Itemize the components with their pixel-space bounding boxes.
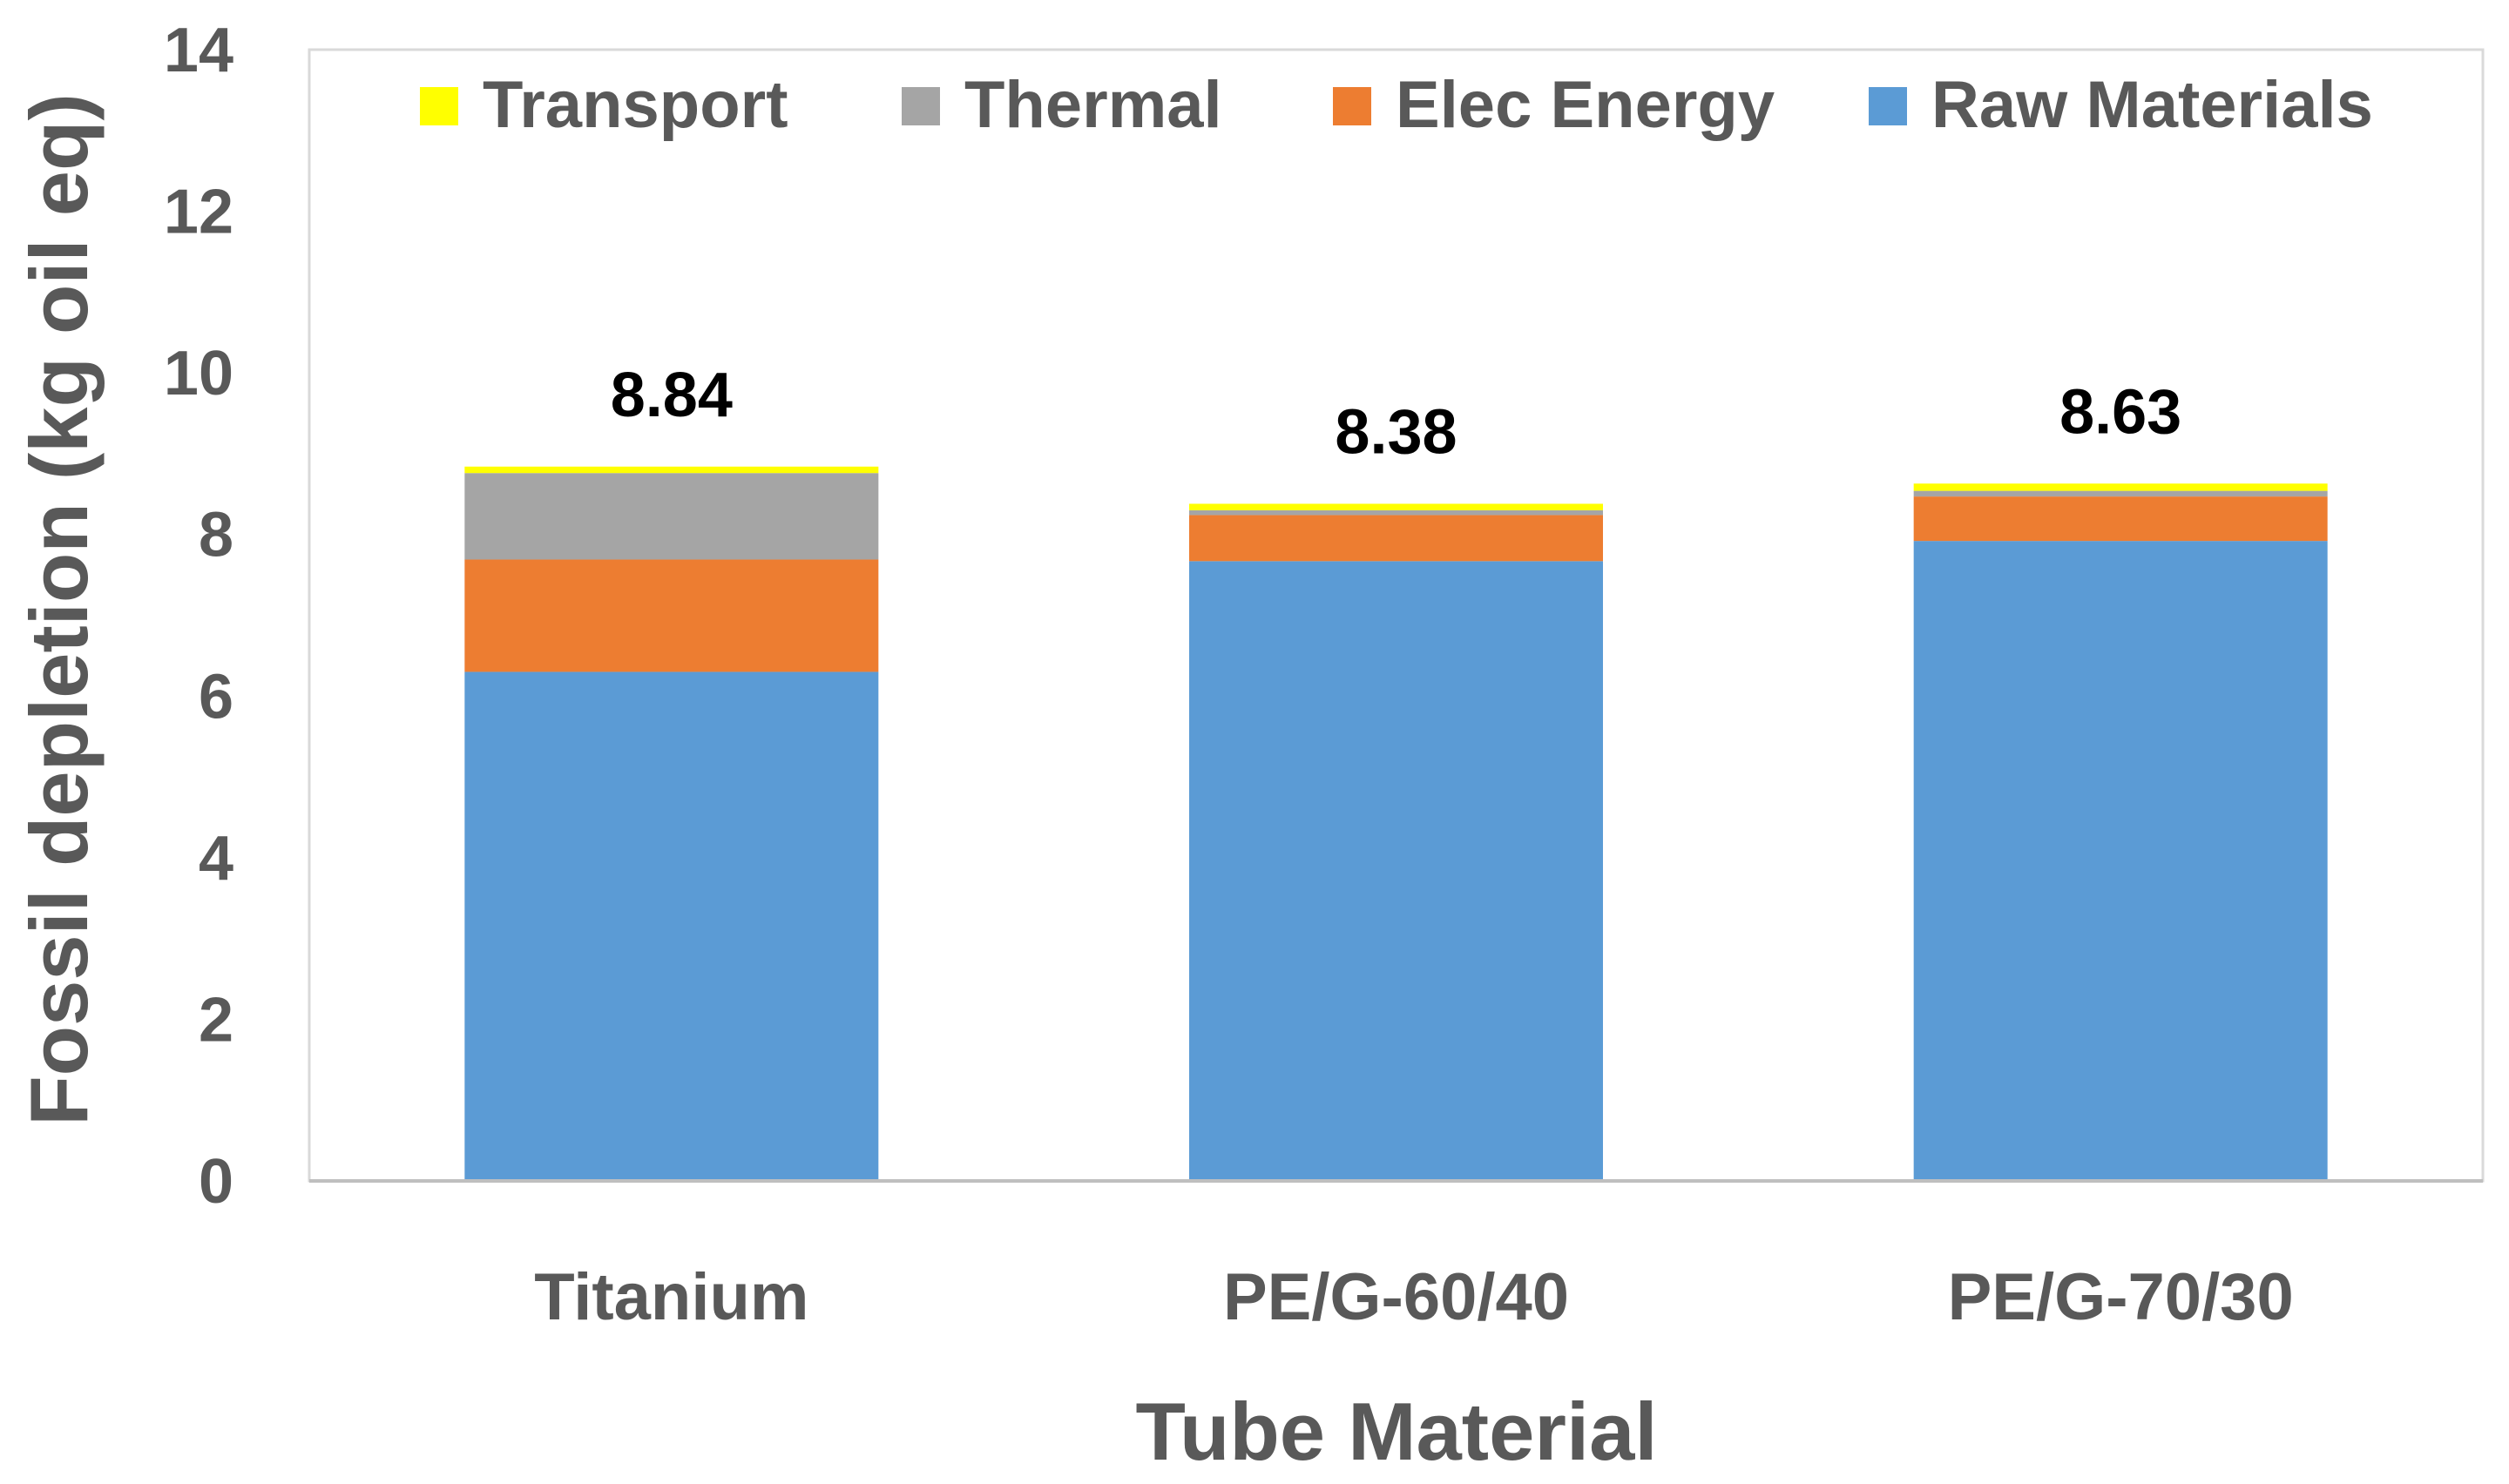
bars-group	[464, 466, 2328, 1181]
y-tick-label: 14	[164, 16, 233, 85]
bar-segment-elec-energy-titanium	[464, 559, 879, 672]
x-category-label: PE/G-70/30	[1948, 1260, 2294, 1334]
legend-swatch-transport	[420, 87, 458, 125]
y-tick-labels: 0 2 4 6 8 10 12 14	[164, 16, 233, 1217]
x-category-label: Titanium	[534, 1260, 808, 1334]
bar-segment-thermal-pe-g-70-30	[1913, 490, 2328, 497]
legend-swatch-elec-energy	[1333, 87, 1371, 125]
bar-segment-thermal-titanium	[464, 473, 879, 560]
y-tick-label: 8	[199, 501, 233, 570]
bar-segment-raw-materials-pe-g-60-40	[1189, 561, 1603, 1181]
bar-segment-elec-energy-pe-g-60-40	[1189, 515, 1603, 562]
x-axis-title: Tube Material	[1136, 1386, 1658, 1477]
bar-segment-raw-materials-titanium	[464, 671, 879, 1181]
legend-swatch-raw-materials	[1869, 87, 1907, 125]
legend-swatch-thermal	[902, 87, 940, 125]
legend-label-thermal: Thermal	[964, 68, 1222, 142]
total-label: 8.84	[611, 361, 733, 430]
y-tick-label: 4	[199, 824, 233, 894]
bar-segment-transport-pe-g-60-40	[1189, 503, 1603, 510]
bar-segment-transport-titanium	[464, 466, 879, 474]
y-tick-label: 0	[199, 1147, 233, 1217]
bar-segment-elec-energy-pe-g-70-30	[1913, 496, 2328, 542]
bar-segment-transport-pe-g-70-30	[1913, 483, 2328, 491]
bar-segment-raw-materials-pe-g-70-30	[1913, 541, 2328, 1181]
legend: Transport Thermal Elec Energy Raw Materials	[420, 68, 2373, 142]
y-tick-label: 2	[199, 985, 233, 1055]
x-category-labels: Titanium PE/G-60/40 PE/G-70/30	[534, 1260, 2294, 1334]
y-tick-label: 6	[199, 662, 233, 732]
legend-label-raw-materials: Raw Materials	[1931, 68, 2373, 142]
x-category-label: PE/G-60/40	[1223, 1260, 1569, 1334]
total-labels: 8.84 8.38 8.63	[611, 361, 2181, 468]
legend-label-elec-energy: Elec Energy	[1396, 68, 1775, 142]
legend-label-transport: Transport	[483, 68, 788, 142]
total-label: 8.38	[1335, 397, 1457, 467]
y-tick-label: 10	[164, 339, 233, 408]
total-label: 8.63	[2059, 377, 2181, 447]
y-tick-label: 12	[164, 178, 233, 247]
bar-segment-thermal-pe-g-60-40	[1189, 509, 1603, 516]
y-axis-title: Fossil depletion (kg oil eq)	[13, 93, 105, 1126]
